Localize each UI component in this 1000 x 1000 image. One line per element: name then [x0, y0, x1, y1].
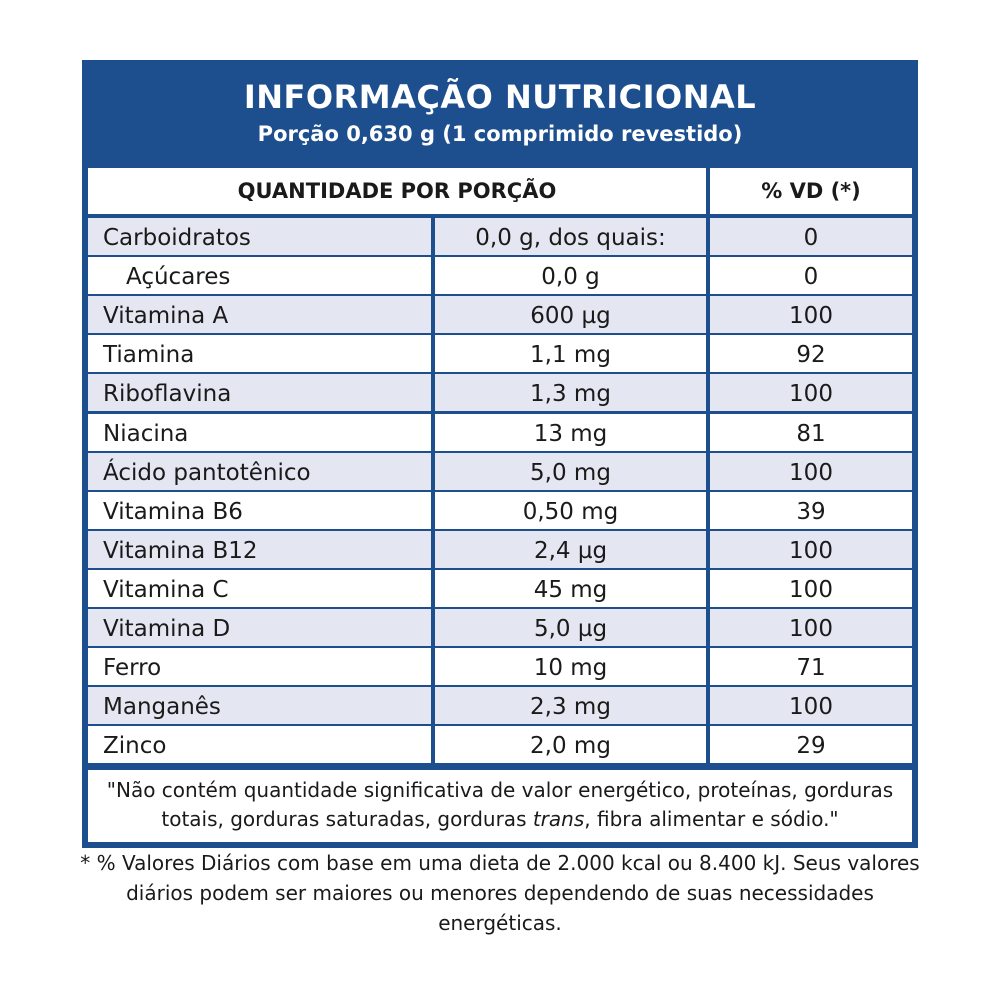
daily-value: 0 [710, 257, 912, 295]
daily-value: 100 [710, 296, 912, 334]
amount: 600 µg [435, 296, 706, 334]
amount: 2,4 µg [435, 530, 706, 568]
nutrient-name: Tiamina [88, 335, 431, 373]
table-row: Vitamina B12 2,4 µg 100 [88, 530, 912, 568]
table-row: Tiamina 1,1 mg 92 [88, 335, 912, 373]
table-row: Ferro 10 mg 71 [88, 648, 912, 686]
note-text: "Não contém quantidade significativa de … [106, 778, 894, 831]
nutrient-name: Vitamina B6 [88, 491, 431, 529]
table-row: Carboidratos 0,0 g, dos quais: 0 [88, 218, 912, 255]
nutrient-name: Riboflavina [88, 374, 431, 412]
daily-value: 100 [710, 609, 912, 646]
table-row: Vitamina A 600 µg 100 [88, 296, 912, 334]
daily-value: 100 [710, 452, 912, 490]
amount: 1,3 mg [435, 374, 706, 412]
amount: 5,0 µg [435, 609, 706, 646]
amount: 1,1 mg [435, 335, 706, 373]
daily-value: 0 [710, 218, 912, 255]
table-row: Niacina 13 mg 81 [88, 413, 912, 451]
daily-value: 92 [710, 335, 912, 373]
nutrition-panel: INFORMAÇÃO NUTRICIONAL Porção 0,630 g (1… [82, 60, 918, 848]
note-italic: trans [532, 807, 585, 831]
column-title: QUANTIDADE POR PORÇÃO [88, 168, 706, 214]
nutrient-name: Vitamina A [88, 296, 431, 334]
note: "Não contém quantidade significativa de … [88, 770, 912, 842]
table-row: Vitamina D 5,0 µg 100 [88, 609, 912, 646]
table-row: Riboflavina 1,3 mg 100 [88, 374, 912, 412]
column-header: QUANTIDADE POR PORÇÃO % VD (*) [88, 168, 912, 214]
nutrient-name: Vitamina B12 [88, 530, 431, 568]
nutrient-name: Niacina [88, 413, 431, 451]
amount: 0,50 mg [435, 491, 706, 529]
daily-value: 81 [710, 413, 912, 451]
note-text: , fibra alimentar e sódio." [584, 807, 839, 831]
daily-value: 39 [710, 491, 912, 529]
amount: 0,0 g [435, 257, 706, 295]
footnote: * % Valores Diários com base em uma diet… [80, 851, 920, 935]
daily-value: 71 [710, 648, 912, 686]
nutrient-name: Zinco [88, 726, 431, 764]
table-row: Manganês 2,3 mg 100 [88, 687, 912, 725]
nutrient-name: Carboidratos [88, 218, 431, 255]
amount: 0,0 g, dos quais: [435, 218, 706, 255]
header: INFORMAÇÃO NUTRICIONAL Porção 0,630 g (1… [82, 60, 918, 166]
table-row: Ácido pantotênico 5,0 mg 100 [88, 452, 912, 490]
amount: 10 mg [435, 648, 706, 686]
daily-value: 100 [710, 530, 912, 568]
amount: 13 mg [435, 413, 706, 451]
column-title: % VD (*) [710, 168, 912, 214]
nutrient-name: Vitamina C [88, 569, 431, 607]
amount: 45 mg [435, 569, 706, 607]
nutrient-name: Ácido pantotênico [88, 452, 431, 490]
daily-value: 100 [710, 687, 912, 725]
nutrient-name: Ferro [88, 648, 431, 686]
table-row: Vitamina B6 0,50 mg 39 [88, 491, 912, 529]
amount: 2,0 mg [435, 726, 706, 764]
table-row: Zinco 2,0 mg 29 [88, 726, 912, 764]
daily-value: 29 [710, 726, 912, 764]
amount: 5,0 mg [435, 452, 706, 490]
daily-value: 100 [710, 374, 912, 412]
nutrient-name: Manganês [88, 687, 431, 725]
daily-value: 100 [710, 569, 912, 607]
title: INFORMAÇÃO NUTRICIONAL [243, 78, 757, 116]
subtitle: Porção 0,630 g (1 comprimido revestido) [257, 122, 743, 146]
nutrient-name: Vitamina D [88, 609, 431, 646]
amount: 2,3 mg [435, 687, 706, 725]
table-row: Vitamina C 45 mg 100 [88, 569, 912, 607]
nutrient-name: Açúcares [88, 257, 431, 295]
